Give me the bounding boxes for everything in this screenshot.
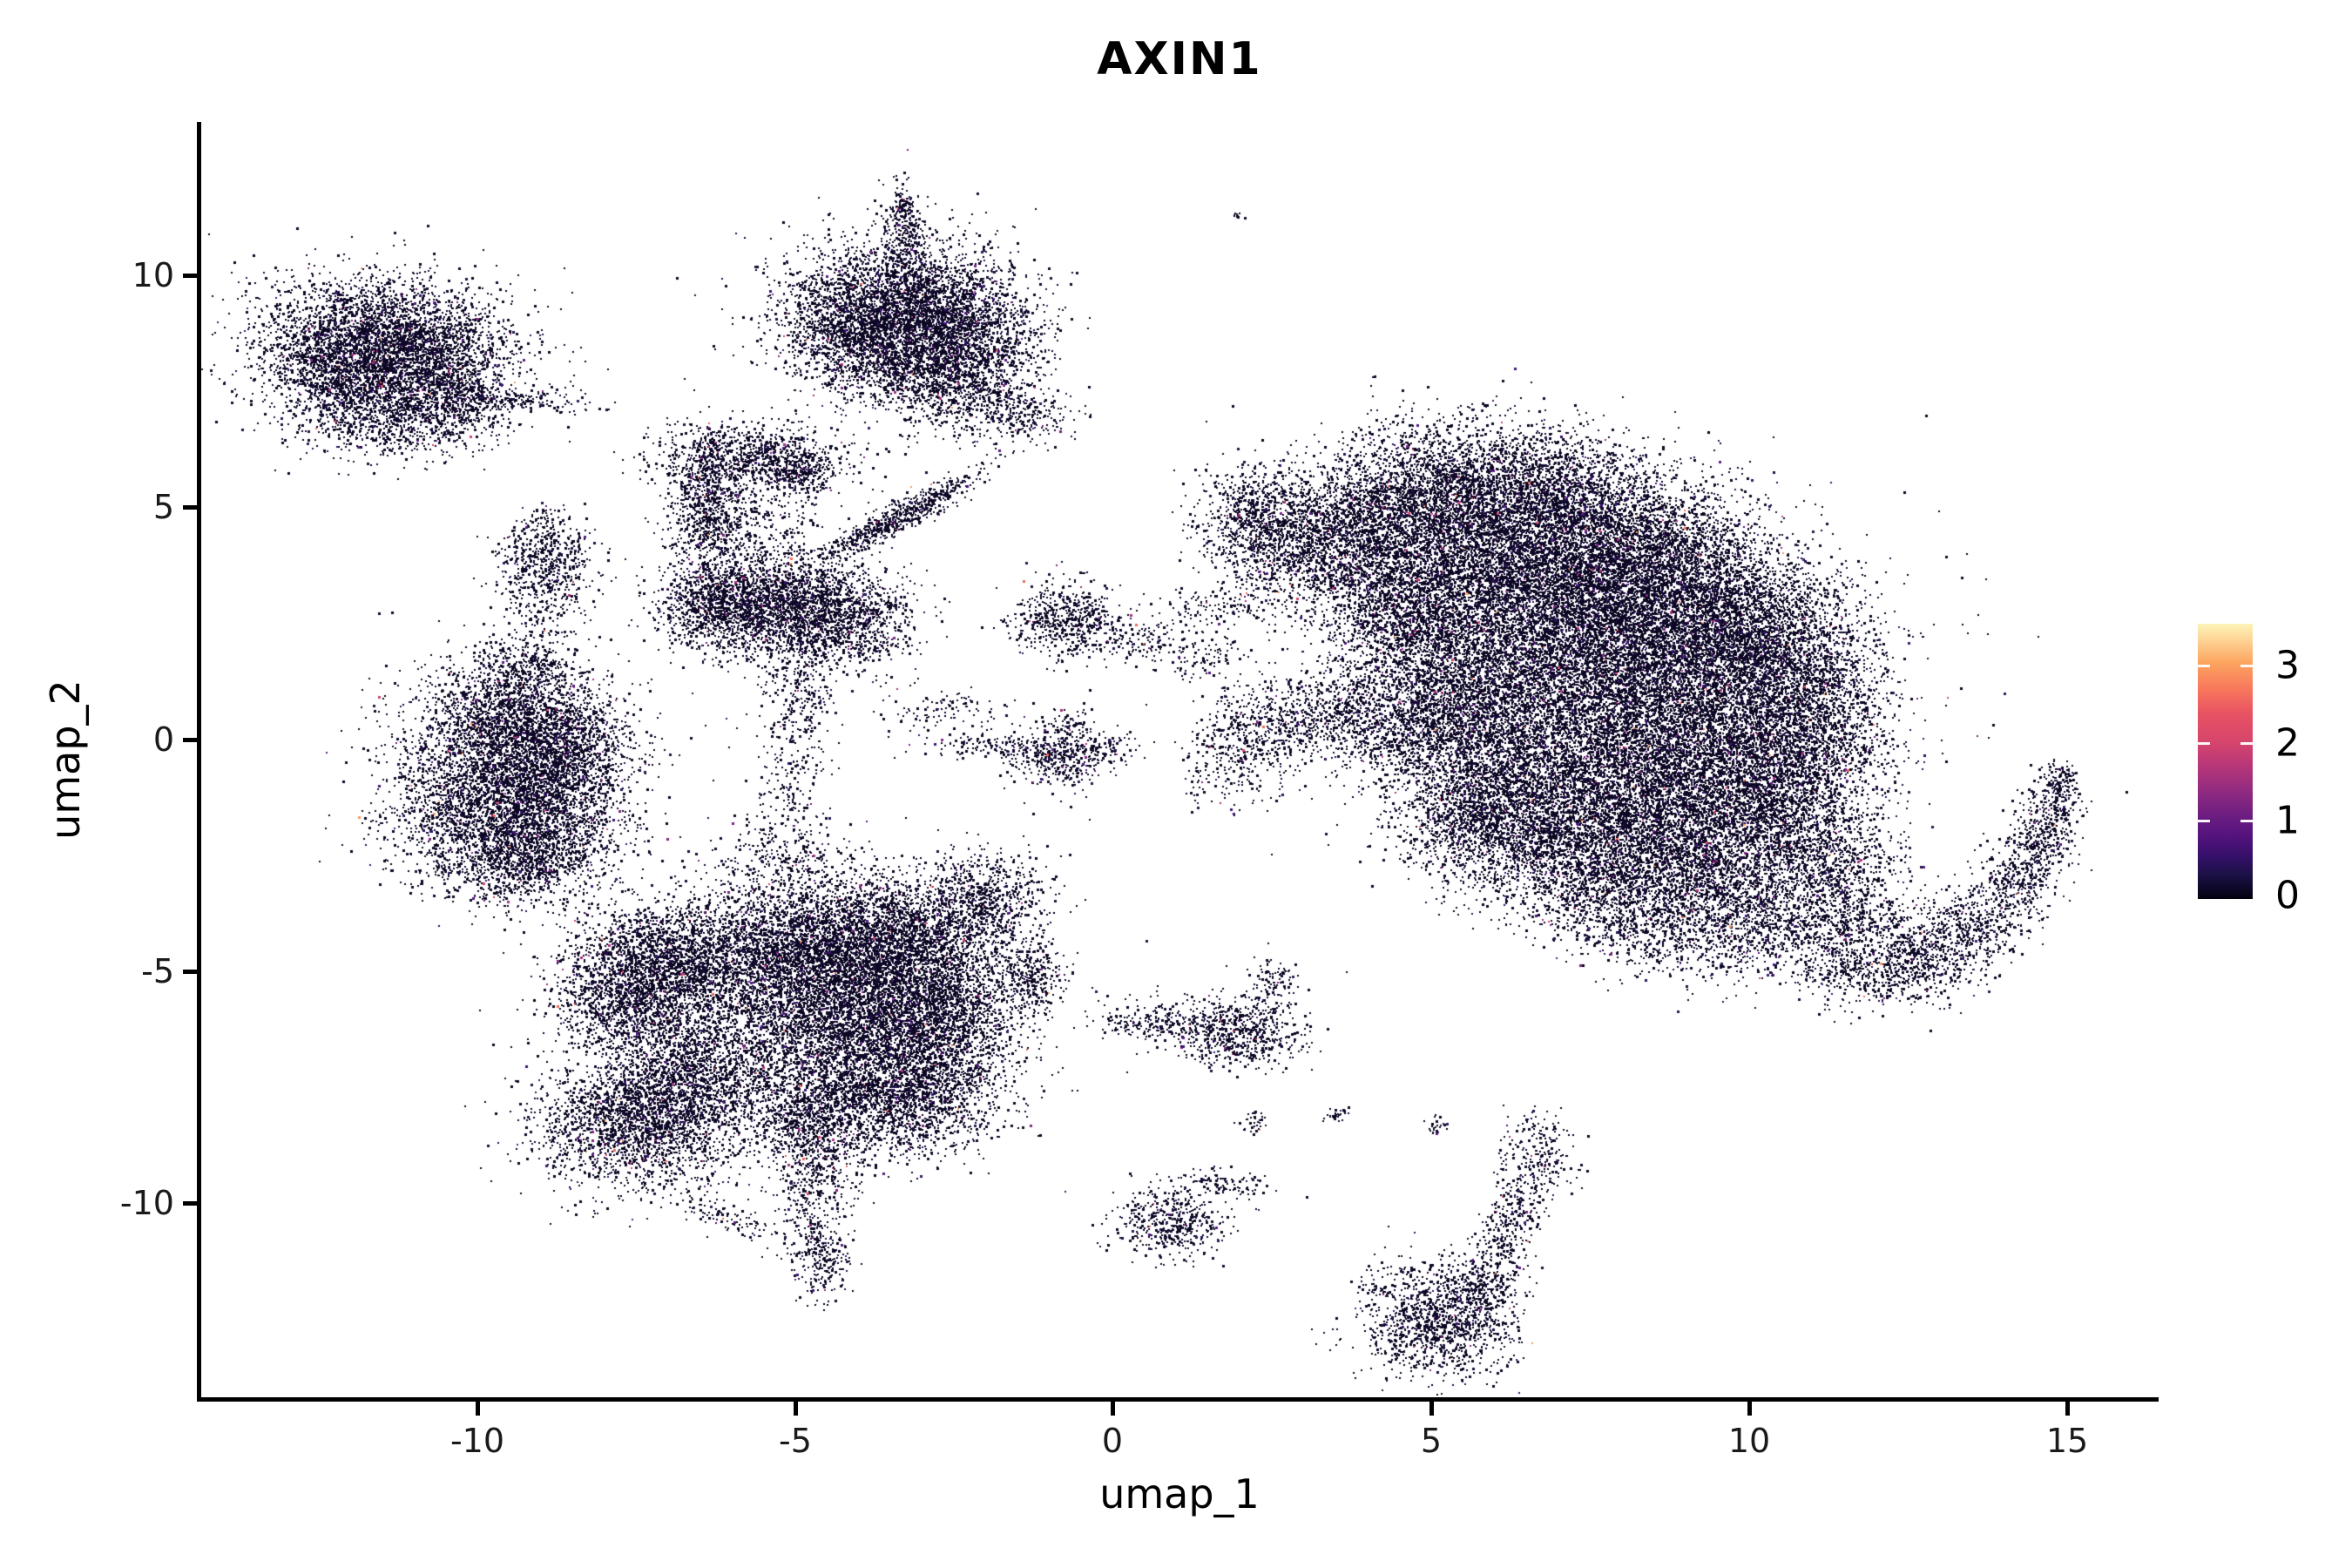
y-tick-label: 5 [152, 488, 174, 526]
x-axis-title: umap_1 [1099, 1470, 1260, 1517]
y-tick-label: 10 [132, 256, 174, 294]
y-axis-line [197, 122, 201, 1402]
colorbar-label: 2 [2275, 720, 2300, 766]
y-tick [183, 738, 197, 742]
plot-title: AXIN1 [1097, 33, 1262, 85]
y-tick [183, 505, 197, 510]
y-axis-title: umap_2 [42, 679, 89, 840]
colorbar-tick [2198, 820, 2210, 822]
x-tick-label: 5 [1420, 1422, 1443, 1460]
x-tick-label: 0 [1101, 1422, 1124, 1460]
x-tick [1111, 1402, 1115, 1416]
y-tick-label: -10 [119, 1184, 174, 1222]
colorbar-tick [2198, 742, 2210, 745]
x-tick-label: 15 [2045, 1422, 2089, 1460]
x-tick-label: 10 [1727, 1422, 1771, 1460]
y-tick [183, 274, 197, 278]
colorbar-label: 1 [2275, 798, 2300, 843]
colorbar-tick [2240, 665, 2253, 667]
colorbar-gradient [2198, 624, 2253, 899]
x-tick [2065, 1402, 2070, 1416]
colorbar-label: 0 [2275, 873, 2300, 918]
x-axis-line [197, 1397, 2159, 1402]
colorbar-tick [2240, 742, 2253, 745]
colorbar-label: 3 [2275, 643, 2300, 688]
y-tick [183, 970, 197, 974]
y-tick-label: 0 [152, 720, 174, 759]
colorbar-tick [2198, 665, 2210, 667]
plot-panel [200, 122, 2159, 1398]
y-tick-label: -5 [141, 952, 174, 990]
x-tick [1429, 1402, 1434, 1416]
umap-scatter-canvas [200, 122, 2159, 1398]
x-tick-label: -10 [449, 1422, 505, 1460]
x-tick [794, 1402, 798, 1416]
y-tick [183, 1201, 197, 1206]
colorbar-tick [2240, 820, 2253, 822]
x-tick-label: -5 [779, 1422, 812, 1460]
x-tick [476, 1402, 480, 1416]
x-tick [1747, 1402, 1752, 1416]
